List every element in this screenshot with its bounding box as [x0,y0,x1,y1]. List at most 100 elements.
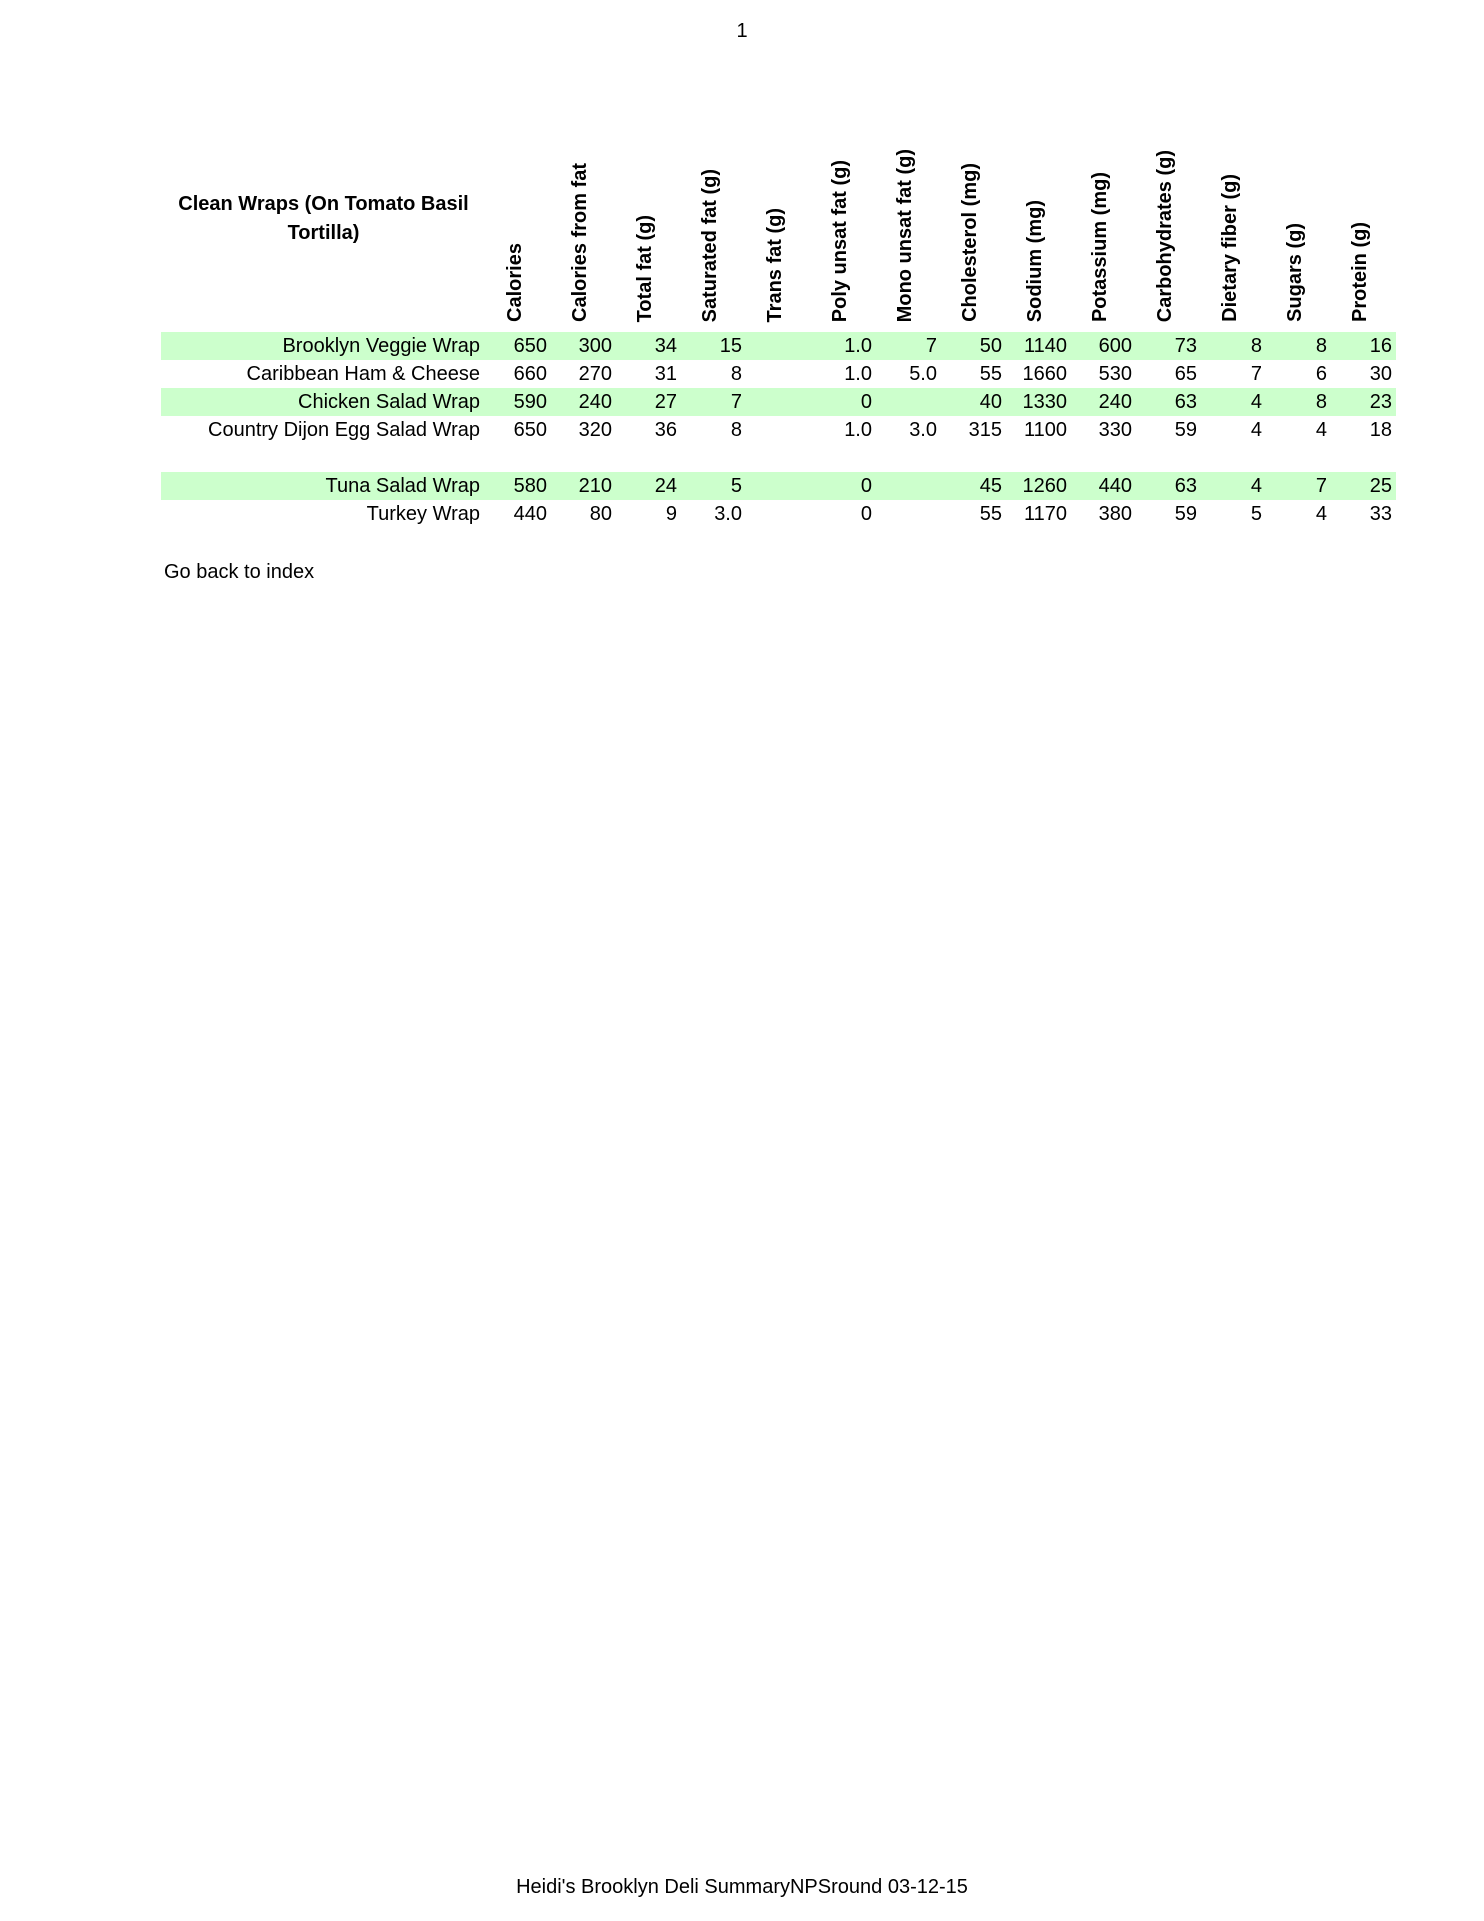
cell-value: 30 [1369,363,1392,385]
cell-value: 27 [616,388,681,416]
cell-value: 5.0 [909,363,937,385]
cell-value [811,444,876,472]
cell-value [746,388,811,416]
column-header-label: Potassium (mg) [1089,171,1111,322]
column-header: Saturated fat (g) [681,128,746,332]
table-title: Clean Wraps (On Tomato Basil Tortilla) [178,193,469,244]
cell-value: 3.0 [714,503,742,525]
cell-value: 300 [551,332,616,360]
cell-value: 1660 [1022,363,1068,385]
item-name [161,444,486,472]
cell-value: 23 [1331,388,1396,416]
cell-value: 9 [665,503,677,525]
cell-value: 4 [1250,419,1262,441]
cell-value: 8 [730,363,742,385]
cell-value: 34 [616,332,681,360]
column-header: Carbohydrates (g) [1136,128,1201,332]
cell-value: 590 [486,388,551,416]
cell-value [746,500,811,528]
cell-value: 5 [1250,503,1262,525]
column-header-label: Carbohydrates (g) [1154,149,1176,322]
cell-value [941,444,1006,472]
cell-value: 320 [578,419,612,441]
cell-value: 16 [1331,332,1396,360]
column-header: Protein (g) [1331,128,1396,332]
column-header: Dietary fiber (g) [1201,128,1266,332]
column-header-label: Poly unsat fat (g) [829,159,851,322]
cell-value [551,444,616,472]
cell-value: 55 [979,363,1002,385]
cell-value: 240 [1071,388,1136,416]
cell-value: 1260 [1006,472,1071,500]
cell-value [746,332,811,360]
item-name: Tuna Salad Wrap [161,472,486,500]
cell-value: 0 [811,388,876,416]
cell-value: 59 [1174,419,1197,441]
column-header: Sugars (g) [1266,128,1331,332]
cell-value: 8 [1266,332,1331,360]
cell-value: 59 [1174,503,1197,525]
cell-value: 63 [1136,388,1201,416]
cell-value [876,388,941,416]
table-row: Brooklyn Veggie Wrap 650 300 34 15 1.0 7 50 1140… [161,332,1396,360]
cell-value: 440 [513,503,547,525]
cell-value: 5 [681,472,746,500]
cell-value: 530 [1098,363,1132,385]
page-footer: Heidi's Brooklyn Deli SummaryNPSround 03… [516,1876,968,1898]
cell-value: 4 [1201,472,1266,500]
column-header: Potassium (mg) [1071,128,1136,332]
cell-value: 650 [513,419,547,441]
cell-value: 440 [1071,472,1136,500]
cell-value: 31 [654,363,677,385]
column-header-label: Calories from fat [569,163,591,322]
cell-value: 4 [1201,388,1266,416]
column-header-label: Sugars (g) [1284,223,1306,322]
cell-value [1331,444,1396,472]
cell-value: 1330 [1006,388,1071,416]
table-row: Country Dijon Egg Salad Wrap 650 320 36 8 1.0… [161,416,1396,444]
cell-value: 45 [941,472,1006,500]
cell-value: 8 [1201,332,1266,360]
cell-value [746,472,811,500]
column-header: Calories [486,128,551,332]
cell-value: 15 [681,332,746,360]
column-header-label: Saturated fat (g) [699,168,721,322]
item-name: Chicken Salad Wrap [161,388,486,416]
cell-value: 7 [681,388,746,416]
cell-value: 0 [811,472,876,500]
cell-value: 1.0 [844,419,872,441]
cell-value: 7 [1250,363,1262,385]
column-header: Cholesterol (mg) [941,128,1006,332]
cell-value: 8 [730,419,742,441]
header-row: Clean Wraps (On Tomato Basil Tortilla) C… [161,128,1396,332]
column-header-label: Trans fat (g) [764,207,786,322]
cell-value: 7 [876,332,941,360]
back-to-index-link[interactable]: Go back to index [164,561,315,583]
cell-value: 50 [941,332,1006,360]
column-header: Calories from fat [551,128,616,332]
table-row: Tuna Salad Wrap 580 210 24 5 0 45 1260 440 63 4 7 25 [161,472,1396,500]
cell-value [1136,444,1201,472]
column-header-label: Sodium (mg) [1024,199,1046,322]
column-header-label: Cholesterol (mg) [959,163,981,322]
cell-value: 580 [486,472,551,500]
cell-value: 4 [1315,419,1327,441]
cell-value: 73 [1136,332,1201,360]
cell-value: 0 [860,503,872,525]
column-header: Mono unsat fat (g) [876,128,941,332]
cell-value: 65 [1174,363,1197,385]
nutrition-table: Clean Wraps (On Tomato Basil Tortilla) C… [161,128,1396,528]
cell-value: 63 [1136,472,1201,500]
item-name: Caribbean Ham & Cheese [246,363,480,385]
item-name: Country Dijon Egg Salad Wrap [208,419,480,441]
cell-value [876,500,941,528]
cell-value [681,444,746,472]
cell-value: 380 [1098,503,1132,525]
cell-value [746,444,811,472]
cell-value [876,472,941,500]
cell-value: 660 [513,363,547,385]
cell-value: 3.0 [909,419,937,441]
cell-value: 25 [1331,472,1396,500]
table-row: Chicken Salad Wrap 590 240 27 7 0 40 1330 240 63 4… [161,388,1396,416]
cell-value: 240 [551,388,616,416]
